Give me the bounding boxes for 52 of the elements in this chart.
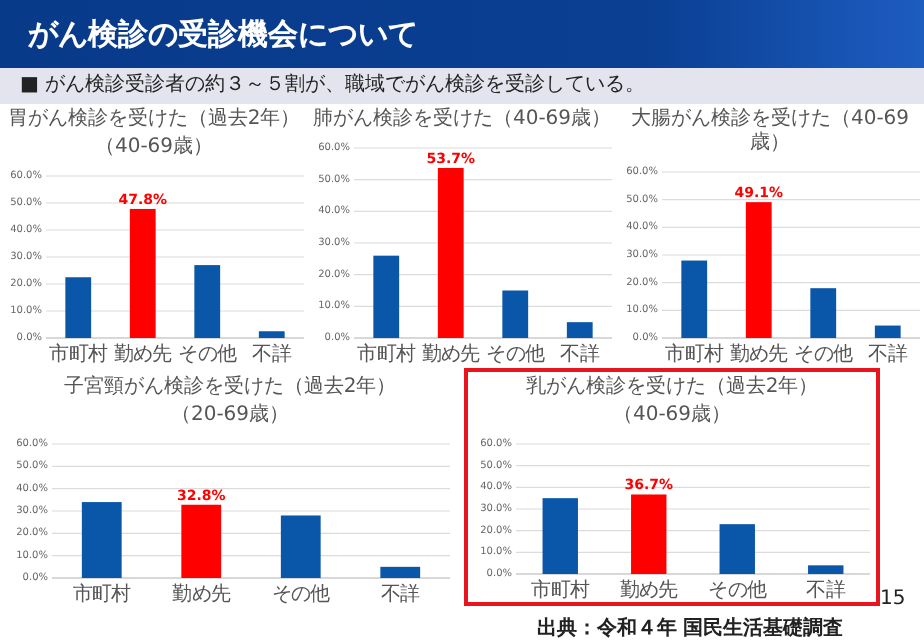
bar	[566, 322, 593, 338]
x-tick-label: 不詳	[252, 342, 292, 366]
x-tick-label: その他	[708, 578, 767, 602]
bar	[502, 290, 529, 338]
bar	[258, 331, 285, 338]
x-tick-label: 市町村	[49, 342, 108, 366]
x-tick-label: 勤め先	[421, 342, 481, 366]
text: がん検診の受診機会について	[28, 16, 418, 54]
chart-title: 子宮頸がん検診を受けた（過去2年）	[61, 376, 399, 400]
bar	[542, 498, 578, 574]
x-tick-label: 不詳	[380, 582, 421, 606]
chart-subtitle: （40-69歳）	[610, 404, 734, 428]
chart-subtitle: （20-69歳）	[168, 404, 292, 428]
bar	[437, 167, 464, 338]
x-tick-label: その他	[794, 342, 853, 366]
bar	[681, 260, 708, 338]
bar	[810, 288, 837, 338]
bar	[65, 277, 92, 338]
bar	[745, 202, 772, 338]
bar	[874, 325, 901, 338]
chart-title: 乳がん検診を受けた（過去2年）	[523, 376, 821, 400]
text: ■ がん検診受診者の約３～５割が、職域でがん検診を受診している。	[20, 72, 646, 100]
bar	[81, 502, 122, 578]
chart-title: 肺がん検診を受けた（40-69歳）	[310, 108, 614, 132]
x-tick-label: 不詳	[868, 342, 908, 366]
chart-title: 胃がん検診を受けた（過去2年）	[5, 108, 303, 132]
x-tick-label: 市町村	[531, 578, 590, 602]
x-tick-label: 市町村	[72, 582, 132, 606]
x-tick-label: 勤め先	[172, 582, 231, 606]
bar	[719, 524, 755, 574]
bar	[194, 265, 221, 338]
x-tick-label: 勤め先	[113, 342, 173, 366]
x-tick-label: 不詳	[560, 342, 600, 366]
bar	[380, 566, 421, 578]
x-tick-label: その他	[486, 342, 545, 366]
chart-title: 大腸がん検診を受けた（40-69歳）	[628, 108, 912, 156]
bar	[631, 494, 667, 574]
source-note: 出典：令和４年 国民生活基礎調査	[534, 617, 846, 639]
x-tick-label: その他	[271, 582, 331, 606]
x-tick-label: 不詳	[806, 578, 846, 602]
x-tick-label: その他	[178, 342, 237, 366]
chart-subtitle: （40-69歳）	[92, 136, 216, 160]
bar	[808, 565, 844, 574]
bar	[181, 504, 222, 578]
bar	[280, 515, 321, 578]
text: 15	[880, 588, 906, 610]
bar	[129, 208, 156, 338]
x-tick-label: 勤め先	[619, 578, 679, 602]
x-tick-label: 市町村	[665, 342, 724, 366]
x-tick-label: 市町村	[357, 342, 416, 366]
bar	[373, 255, 400, 338]
x-tick-label: 勤め先	[729, 342, 789, 366]
